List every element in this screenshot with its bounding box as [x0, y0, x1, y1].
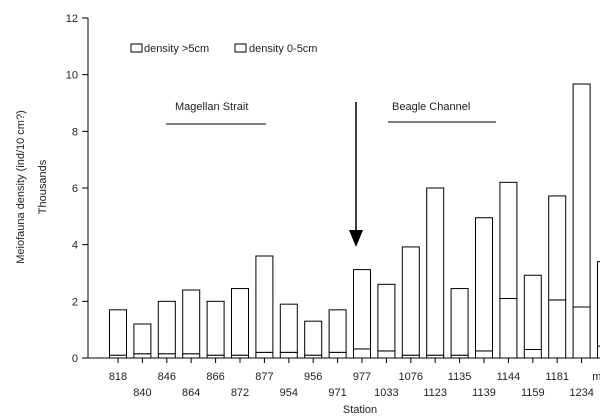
y-axis-subtitle: Thousands: [37, 159, 49, 214]
bar-density-gt5cm: [328, 351, 347, 359]
x-tick-label: 1144: [497, 371, 521, 383]
bar-density-gt5cm: [255, 351, 274, 359]
bar-density-gt5cm: [499, 298, 518, 359]
x-tick-label: 864: [182, 387, 200, 399]
x-tick-label: 977: [353, 371, 371, 383]
x-axis-title: Station: [343, 404, 377, 416]
bar-density-gt5cm: [182, 353, 201, 359]
legend-swatch-density-gt5cm: [130, 43, 143, 53]
x-tick-label: 954: [280, 387, 298, 399]
x-tick-label: 1033: [374, 387, 398, 399]
x-tick-label: 1076: [399, 371, 423, 383]
bar-density-0-5cm: [328, 309, 347, 353]
x-tick-label: 818: [109, 371, 127, 383]
legend: density >5cm density 0-5cm: [130, 43, 317, 55]
bar-density-0-5cm: [231, 288, 249, 356]
bar-density-0-5cm: [475, 217, 493, 352]
bar-density-0-5cm: [353, 269, 371, 350]
y-tick-label: 6: [72, 183, 78, 195]
bar-density-0-5cm: [597, 261, 600, 347]
x-tick-label: 971: [328, 387, 346, 399]
region-label-magellan-strait: Magellan Strait: [175, 101, 248, 113]
bar-density-gt5cm: [572, 306, 591, 359]
bar-density-0-5cm: [572, 83, 591, 308]
region-annotations: Magellan Strait Beagle Channel: [166, 101, 496, 125]
y-axis: 0 2 4 6 8 10 12: [66, 13, 89, 365]
bar-density-0-5cm: [426, 187, 445, 356]
bar-density-0-5cm: [157, 300, 176, 355]
x-tick-label: mean: [592, 371, 600, 383]
bar-density-gt5cm: [548, 299, 567, 359]
y-tick-label: 10: [66, 70, 78, 82]
bar-density-0-5cm: [206, 300, 225, 356]
bar-density-gt5cm: [133, 353, 152, 359]
bar-density-0-5cm: [377, 283, 396, 352]
x-tick-label: 840: [133, 387, 151, 399]
bar-density-gt5cm: [279, 351, 298, 359]
y-tick-label: 2: [72, 296, 78, 308]
bar-density-gt5cm: [597, 345, 600, 359]
bar-density-gt5cm: [157, 353, 176, 359]
bar-density-0-5cm: [450, 288, 469, 356]
bar-density-0-5cm: [133, 323, 152, 355]
x-tick-label: 1139: [472, 387, 496, 399]
x-tick-label: 956: [304, 371, 322, 383]
x-tick-label: 1181: [545, 371, 569, 383]
bars: [109, 83, 600, 359]
bar-density-0-5cm: [255, 255, 274, 353]
region-label-beagle-channel: Beagle Channel: [392, 101, 470, 113]
y-tick-label: 12: [66, 13, 78, 25]
bar-density-0-5cm: [279, 303, 298, 353]
bar-density-gt5cm: [377, 350, 396, 359]
bar-density-gt5cm: [353, 348, 371, 359]
bar-density-0-5cm: [499, 181, 518, 299]
y-tick-label: 0: [72, 353, 78, 365]
x-tick-label: 877: [255, 371, 273, 383]
x-tick-label: 1123: [423, 387, 447, 399]
bar-density-gt5cm: [475, 350, 493, 359]
bar-density-gt5cm: [523, 349, 542, 359]
bar-density-0-5cm: [109, 309, 127, 356]
y-tick-label: 4: [72, 240, 78, 252]
bar-density-0-5cm: [548, 195, 567, 301]
bar-density-0-5cm: [182, 289, 201, 355]
legend-label-density-0-5cm: density 0-5cm: [249, 43, 317, 55]
y-tick-label: 8: [72, 126, 78, 138]
y-axis-title: Meiofauna density (ind/10 cm?): [15, 110, 27, 263]
x-tick-label: 846: [158, 371, 176, 383]
bar-density-0-5cm: [523, 274, 542, 350]
x-tick-label: 1159: [521, 387, 545, 399]
x-tick-label: 1135: [448, 371, 472, 383]
arrow-annotation: [349, 102, 363, 247]
x-tick-label: 872: [231, 387, 249, 399]
bar-density-0-5cm: [304, 320, 323, 356]
bar-density-0-5cm: [401, 246, 420, 356]
legend-swatch-density-0-5cm: [234, 43, 247, 53]
x-tick-label: 866: [206, 371, 224, 383]
x-axis: 818 840 846 864 866 872 877 954 956 971 9771033107…: [88, 357, 600, 399]
legend-label-density-gt5cm: density >5cm: [144, 43, 209, 55]
arrow-head: [349, 230, 363, 247]
x-tick-label: 1234: [569, 387, 593, 399]
